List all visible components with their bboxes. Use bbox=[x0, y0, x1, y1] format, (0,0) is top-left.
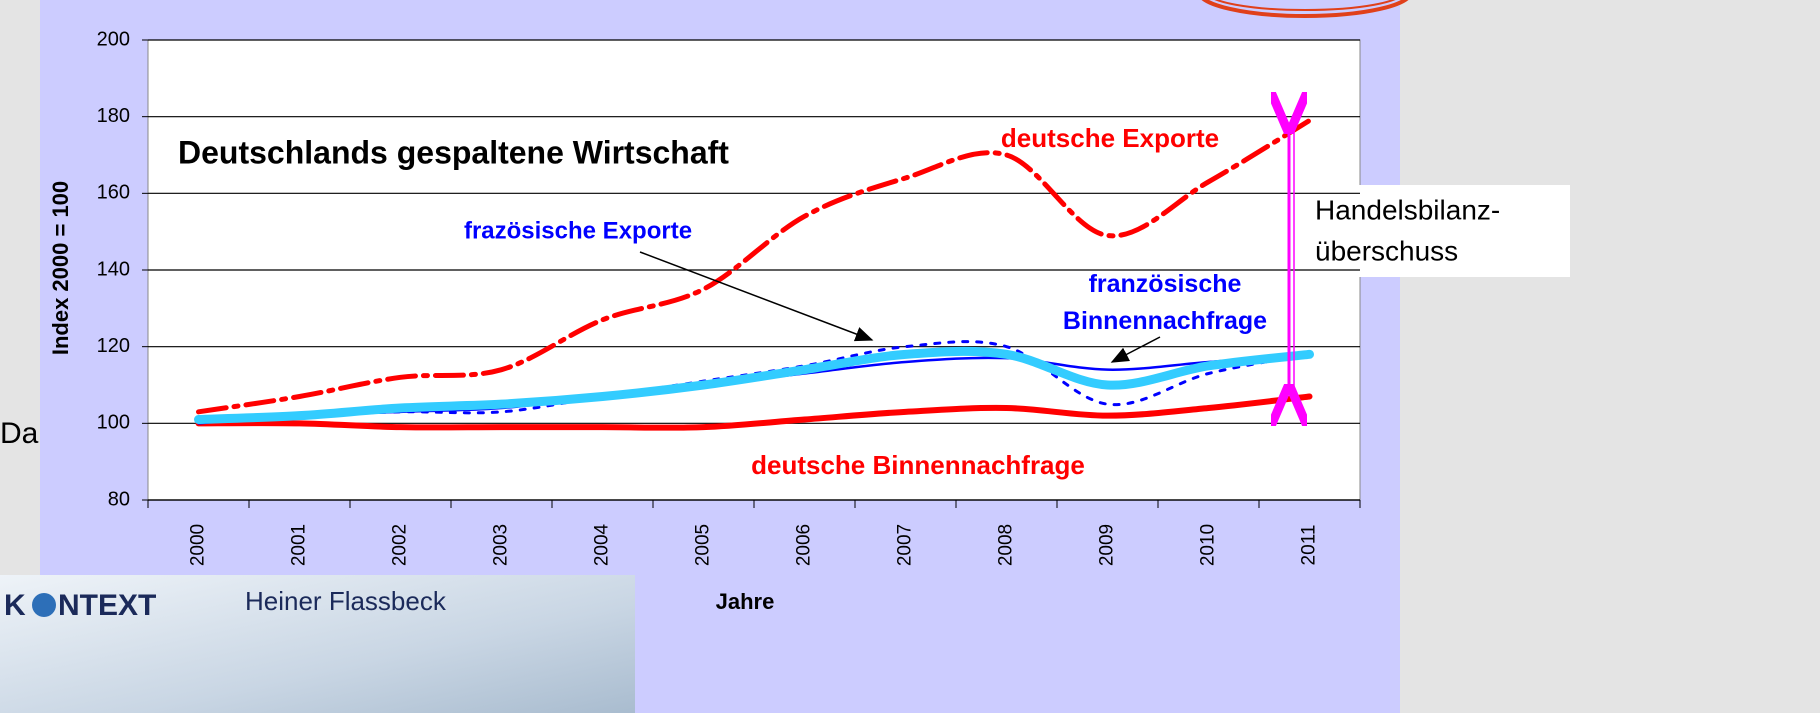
y-axis-label: Index 2000 = 100 bbox=[48, 181, 73, 355]
annotation: überschuss bbox=[1315, 235, 1458, 266]
logo-text: K bbox=[4, 589, 26, 622]
x-tick-label: 2003 bbox=[491, 524, 512, 566]
y-tick-label: 80 bbox=[108, 488, 130, 510]
x-tick-label: 2001 bbox=[289, 524, 310, 566]
series-line bbox=[195, 393, 1313, 431]
y-tick-label: 160 bbox=[97, 182, 130, 204]
y-tick-label: 200 bbox=[97, 28, 130, 50]
x-tick-label: 2004 bbox=[592, 523, 613, 566]
oval bbox=[1201, 0, 1409, 18]
series-label: deutsche Binnennachfrage bbox=[751, 450, 1085, 480]
x-tick-label: 2000 bbox=[188, 524, 209, 566]
pointer-arrow bbox=[639, 251, 874, 342]
pointer-arrow bbox=[1110, 336, 1161, 363]
y-tick-label: 140 bbox=[97, 258, 130, 280]
x-tick-label: 2002 bbox=[390, 524, 411, 566]
x-tick-label: 2007 bbox=[895, 524, 916, 566]
note-box bbox=[1308, 185, 1570, 277]
logo-text: NTEXT bbox=[58, 589, 156, 622]
series-label: französische Binnennachfrage bbox=[1063, 270, 1267, 335]
slide-fragment: Da bbox=[0, 417, 39, 450]
y-tick-label: 100 bbox=[97, 412, 130, 434]
series-label: frazösische Exporte bbox=[464, 217, 692, 244]
y-tick-label: 180 bbox=[97, 105, 130, 127]
chart-title: Deutschlands gespaltene Wirtschaft bbox=[178, 134, 729, 170]
series-line bbox=[196, 118, 1312, 415]
x-axis-label: Jahre bbox=[716, 589, 775, 614]
x-tick-label: 2006 bbox=[794, 524, 815, 566]
oval bbox=[1214, 0, 1396, 11]
x-tick-label: 2010 bbox=[1198, 524, 1219, 566]
series-line bbox=[194, 346, 1314, 424]
x-tick-label: 2005 bbox=[693, 524, 714, 566]
y-tick-label: 120 bbox=[97, 335, 130, 357]
x-tick-label: 2009 bbox=[1097, 524, 1118, 566]
logo-globe bbox=[32, 593, 56, 617]
author: Heiner Flassbeck bbox=[245, 586, 447, 616]
logo bbox=[0, 575, 635, 713]
x-tick-label: 2008 bbox=[996, 524, 1017, 566]
x-tick-label: 2011 bbox=[1299, 525, 1320, 566]
series-label: deutsche Exporte bbox=[1001, 123, 1219, 153]
annotation: Handelsbilanz- bbox=[1315, 194, 1500, 225]
